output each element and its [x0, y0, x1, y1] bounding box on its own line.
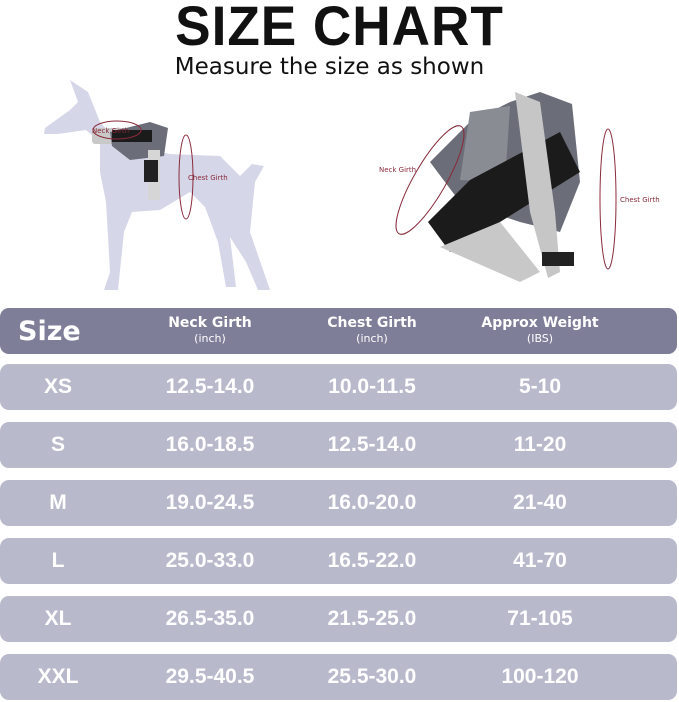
- table-row: XXL 29.5-40.5 25.5-30.0 100-120: [0, 654, 677, 700]
- harness-neck-label: Neck Girth: [379, 166, 416, 174]
- cell-chest-girth: 25.5-30.0: [327, 665, 417, 688]
- table-row: M 19.0-24.5 16.0-20.0 21-40: [0, 480, 677, 526]
- cell-size: XS: [43, 375, 72, 398]
- cell-weight: 5-10: [518, 375, 562, 398]
- cell-size: S: [50, 433, 65, 456]
- header-size: Size: [18, 315, 81, 347]
- dog-neck-label: Neck Girth: [92, 127, 129, 135]
- cell-chest-girth: 16.5-22.0: [327, 549, 417, 572]
- cell-neck-girth: 12.5-14.0: [165, 375, 255, 398]
- dog-chest-label: Chest Girth: [188, 174, 228, 182]
- harness-chest-label: Chest Girth: [620, 196, 660, 204]
- cell-neck-girth: 16.0-18.5: [165, 433, 255, 456]
- header-chest-girth: Chest Girth (inch): [327, 315, 417, 346]
- table-header: Size Neck Girth (inch) Chest Girth (inch) …: [0, 308, 677, 354]
- cell-neck-girth: 19.0-24.5: [165, 491, 255, 514]
- cell-weight: 71-105: [507, 607, 573, 630]
- measurement-illustration: Neck Girth Chest Girth Neck Girth Chest …: [44, 80, 660, 290]
- harness-measure-lines: Neck Girth Chest Girth: [379, 125, 660, 270]
- cell-neck-girth: 25.0-33.0: [165, 549, 255, 572]
- table-row: XL 26.5-35.0 21.5-25.0 71-105: [0, 596, 677, 642]
- cell-chest-girth: 10.0-11.5: [328, 375, 416, 398]
- table-row: S 16.0-18.5 12.5-14.0 11-20: [0, 422, 677, 468]
- table-row: L 25.0-33.0 16.5-22.0 41-70: [0, 538, 677, 584]
- cell-size: L: [51, 549, 65, 572]
- cell-weight: 11-20: [513, 433, 567, 456]
- cell-weight: 41-70: [513, 549, 567, 572]
- cell-chest-girth: 12.5-14.0: [327, 433, 417, 456]
- header-neck-girth: Neck Girth (inch): [168, 315, 252, 346]
- cell-weight: 21-40: [513, 491, 567, 514]
- harness-product: [428, 92, 580, 282]
- subtitle: Measure the size as shown: [174, 54, 485, 80]
- cell-neck-girth: 29.5-40.5: [165, 665, 255, 688]
- page-title: SIZE CHART: [175, 0, 504, 57]
- cell-neck-girth: 26.5-35.0: [165, 607, 255, 630]
- cell-size: XL: [44, 607, 72, 630]
- cell-weight: 100-120: [501, 665, 579, 688]
- table-row: XS 12.5-14.0 10.0-11.5 5-10: [0, 364, 677, 410]
- cell-size: M: [49, 491, 67, 514]
- header-approx-weight: Approx Weight (IBS): [481, 315, 599, 346]
- dog-measure-lines: Neck Girth Chest Girth: [92, 120, 228, 220]
- cell-size: XXL: [37, 665, 79, 688]
- cell-chest-girth: 16.0-20.0: [327, 491, 417, 514]
- cell-chest-girth: 21.5-25.0: [327, 607, 417, 630]
